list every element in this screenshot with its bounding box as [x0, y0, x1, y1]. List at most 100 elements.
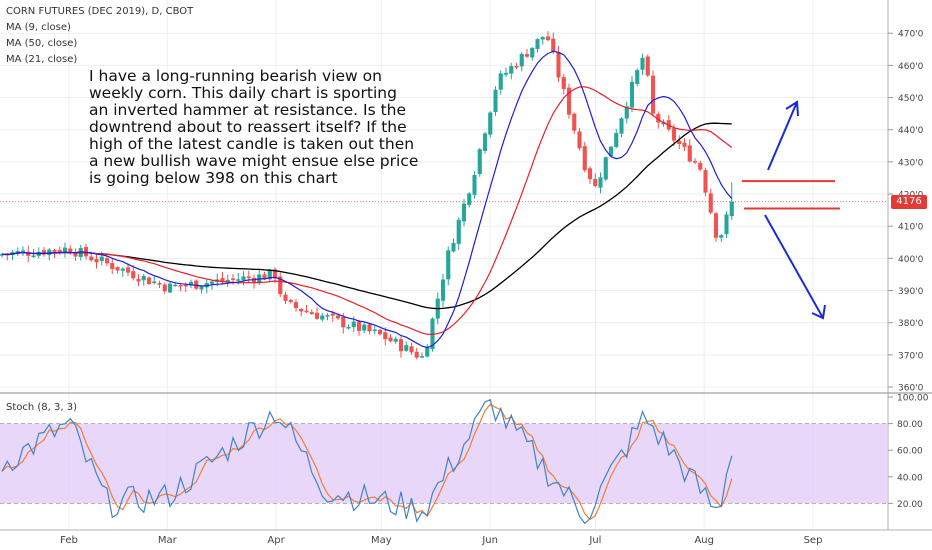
- candle: [299, 307, 304, 317]
- candle: [603, 156, 608, 182]
- candle: [467, 192, 472, 208]
- stoch-legend[interactable]: Stoch (8, 3, 3): [6, 402, 78, 413]
- price-tick-label: 460'0: [898, 62, 924, 72]
- candle: [724, 211, 729, 238]
- candle: [640, 53, 645, 75]
- candle: [503, 67, 509, 77]
- candle: [582, 141, 587, 173]
- candle: [645, 54, 650, 78]
- candle: [556, 46, 561, 83]
- candle: [566, 83, 572, 119]
- candle: [614, 128, 619, 149]
- candle: [666, 115, 671, 132]
- candle: [199, 285, 204, 294]
- time-axis[interactable]: Feb Mar Apr May Jun Jul Aug Sep: [60, 535, 822, 546]
- candle: [404, 341, 409, 352]
- candle: [367, 323, 372, 335]
- candle: [225, 274, 230, 287]
- candle: [304, 304, 309, 314]
- candle: [162, 282, 167, 294]
- time-tick-label: Feb: [60, 535, 78, 546]
- candle: [335, 314, 341, 321]
- time-tick-label: May: [371, 535, 392, 546]
- ma50-legend[interactable]: MA (50, close): [6, 38, 78, 49]
- stoch-tick-label: 20.00: [897, 500, 923, 510]
- candle: [682, 138, 687, 152]
- candle: [572, 112, 577, 134]
- candle: [530, 47, 535, 61]
- candle: [136, 274, 141, 287]
- stoch-tick-label: 40.00: [897, 473, 923, 483]
- time-tick-label: Apr: [267, 535, 285, 546]
- candle: [377, 328, 383, 336]
- candle: [15, 247, 20, 257]
- price-tick-label: 410'0: [898, 223, 924, 233]
- candle: [461, 198, 467, 227]
- candle: [398, 336, 404, 358]
- time-tick-label: Sep: [804, 535, 823, 546]
- candle: [472, 171, 477, 199]
- candle: [729, 182, 734, 220]
- candle: [388, 334, 393, 343]
- candle: [713, 211, 719, 242]
- candle: [167, 281, 173, 294]
- candle: [104, 255, 110, 267]
- candle: [362, 322, 367, 334]
- candle: [519, 52, 524, 72]
- stoch-axis[interactable]: 20.00 40.00 60.00 80.00 100.00: [888, 394, 929, 510]
- ma9-legend[interactable]: MA (9, close): [6, 22, 71, 33]
- price-tick-label: 430'0: [898, 158, 924, 168]
- time-tick-label: Aug: [694, 535, 714, 546]
- candle: [267, 268, 272, 283]
- bearish-arrow[interactable]: [764, 214, 826, 320]
- candle: [356, 319, 362, 336]
- candle: [719, 234, 724, 242]
- candle: [687, 138, 692, 163]
- candle: [514, 62, 519, 70]
- candle: [146, 276, 152, 285]
- candle: [456, 217, 461, 251]
- candle: [383, 327, 388, 346]
- candle: [593, 173, 598, 188]
- bullish-arrow[interactable]: [767, 100, 799, 171]
- price-tick-label: 440'0: [898, 126, 924, 136]
- time-tick-label: Jun: [481, 535, 498, 546]
- ma-9-line: [2, 50, 733, 349]
- candle: [635, 68, 640, 87]
- candle: [509, 62, 514, 80]
- candle: [493, 86, 498, 116]
- candle: [131, 265, 136, 281]
- stoch-band: [0, 423, 888, 504]
- candle: [488, 111, 493, 138]
- candle: [414, 347, 419, 360]
- candle: [650, 70, 656, 117]
- price-tick-label: 450'0: [898, 94, 924, 104]
- candle: [41, 246, 47, 257]
- candle: [325, 313, 330, 321]
- chart-title: CORN FUTURES (DEC 2019), D, CBOT: [6, 6, 194, 17]
- candle: [372, 325, 377, 335]
- candle: [152, 275, 157, 285]
- candle: [94, 253, 99, 269]
- candle: [419, 352, 425, 359]
- candle: [120, 267, 125, 278]
- candle: [314, 307, 320, 320]
- ma21-legend[interactable]: MA (21, close): [6, 54, 78, 65]
- candle: [482, 131, 488, 154]
- candle: [62, 242, 68, 258]
- candle: [73, 248, 78, 261]
- candle: [26, 245, 31, 263]
- candle: [692, 158, 698, 165]
- price-tick-label: 470'0: [898, 30, 924, 40]
- price-axis[interactable]: 360'0370'0380'0390'0400'0410'0420'0430'0…: [888, 30, 924, 394]
- candle: [320, 312, 325, 322]
- candle: [293, 299, 299, 312]
- candle: [561, 74, 566, 95]
- stoch-d-line: [1, 403, 733, 521]
- time-tick-label: Jul: [588, 535, 601, 546]
- price-tick-label: 400'0: [898, 255, 924, 265]
- last-price-tag: 4176: [891, 194, 927, 209]
- vertical-grid: [68, 0, 814, 530]
- horizontal-grid: [0, 32, 888, 388]
